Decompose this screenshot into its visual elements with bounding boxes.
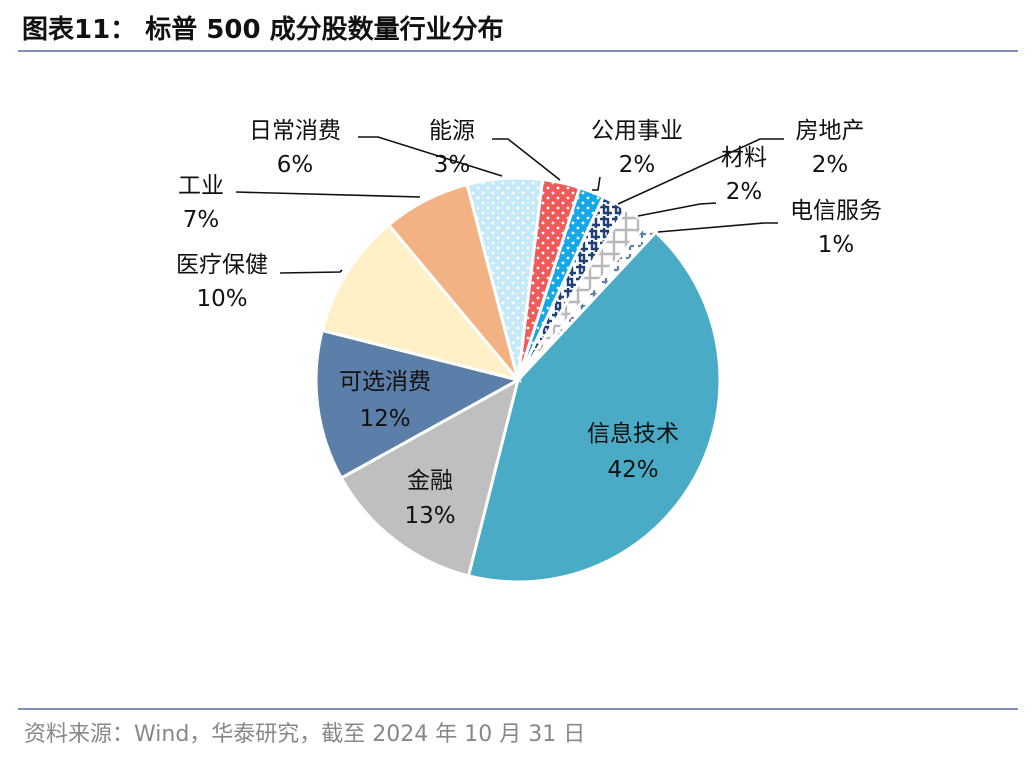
slice-name-label: 可选消费 xyxy=(339,369,431,395)
slice-percent-label: 12% xyxy=(359,406,410,432)
slice-name-label: 公用事业 xyxy=(591,118,683,144)
slice-percent-label: 2% xyxy=(726,179,763,205)
pie-chart: 信息技术 42% 金融 13% 可选消费 12% 医疗保健 10% 工业 7% 日常消费 6% 能源 3%… xyxy=(176,118,882,584)
leader-line-7 xyxy=(492,138,561,181)
leader-line-5 xyxy=(235,191,421,198)
slice-percent-label: 3% xyxy=(434,152,471,178)
slice-name-label: 电信服务 xyxy=(790,198,882,224)
slice-name-label: 材料 xyxy=(721,145,767,171)
slice-percent-label: 10% xyxy=(196,286,247,312)
pie-slice-4 xyxy=(320,222,523,383)
pie-slice-2 xyxy=(339,377,521,578)
slice-name-label: 工业 xyxy=(178,173,224,199)
leader-line-8 xyxy=(592,176,601,191)
pie-slice-1 xyxy=(466,230,722,584)
leader-line-4 xyxy=(279,269,343,274)
slice-name-label: 房地产 xyxy=(796,118,865,144)
slice-percent-label: 1% xyxy=(818,232,855,258)
slice-percent-label: 6% xyxy=(277,152,314,178)
footer-divider xyxy=(18,708,1018,710)
slice-name-label: 信息技术 xyxy=(587,421,679,447)
leader-line-9 xyxy=(617,138,784,205)
leader-line-6 xyxy=(358,136,503,177)
slice-name-label: 金融 xyxy=(407,468,453,494)
chart-title: 图表11： 标普 500 成分股数量行业分布 xyxy=(22,15,504,45)
slice-percent-label: 2% xyxy=(812,152,849,178)
slice-percent-label: 2% xyxy=(619,152,656,178)
slice-percent-label: 7% xyxy=(183,207,220,233)
leader-line-11 xyxy=(657,222,778,233)
slice-name-label: 能源 xyxy=(429,118,475,144)
slice-percent-label: 13% xyxy=(404,503,455,529)
slice-name-label: 日常消费 xyxy=(249,118,341,144)
source-note: 资料来源：Wind，华泰研究，截至 2024 年 10 月 31 日 xyxy=(24,722,586,747)
title-divider xyxy=(18,50,1018,52)
slice-name-label: 医疗保健 xyxy=(176,252,268,278)
leader-line-10 xyxy=(637,202,717,217)
slice-percent-label: 42% xyxy=(607,457,658,483)
pie-slice-11 xyxy=(516,221,658,382)
